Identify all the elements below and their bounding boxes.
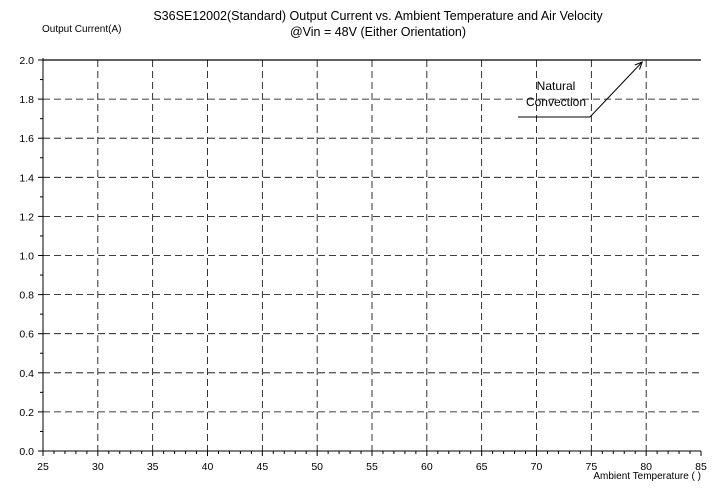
- x-tick-label: 45: [256, 461, 268, 473]
- y-tick-label: 1.6: [19, 133, 34, 145]
- y-tick-label: 1.0: [19, 251, 34, 263]
- y-tick-label: 0.2: [19, 407, 34, 419]
- x-tick-label: 35: [147, 461, 159, 473]
- annotation-layer: Natural Convection: [518, 61, 644, 118]
- y-tick-label: 0.4: [19, 368, 34, 380]
- annotation-label-line-1: Natural: [537, 79, 576, 93]
- x-tick-label: 60: [421, 461, 433, 473]
- y-tick-label: 0.0: [19, 446, 34, 458]
- annotation-label-line-2: Convection: [526, 95, 586, 109]
- x-tick-label: 30: [92, 461, 104, 473]
- x-tick-label: 75: [585, 461, 597, 473]
- y-tick-label: 1.4: [19, 172, 34, 184]
- tick-label-layer: 25 30 35 40 45 50 55 60 65 70 75 80 85 0.0 0.2 0.4 0.6 0.…: [19, 55, 707, 473]
- axis-layer: [38, 58, 702, 456]
- y-tick-label: 1.2: [19, 211, 34, 223]
- x-tick-label: 80: [640, 461, 652, 473]
- x-tick-label: 25: [37, 461, 49, 473]
- x-tick-label: 70: [531, 461, 543, 473]
- y-tick-label: 0.8: [19, 290, 34, 302]
- x-axis-title: Ambient Temperature ( ): [593, 471, 701, 482]
- y-axis-title: Output Current(A): [42, 24, 121, 35]
- x-tick-label: 55: [366, 461, 378, 473]
- y-tick-label: 1.8: [19, 94, 34, 106]
- x-tick-label: 85: [695, 461, 707, 473]
- annotation-arrowhead: [634, 61, 644, 70]
- grid-layer: [43, 59, 701, 451]
- chart-title: S36SE12002(Standard) Output Current vs. …: [153, 9, 603, 23]
- y-tick-label: 2.0: [19, 55, 34, 67]
- x-tick-label: 65: [476, 461, 488, 473]
- y-tick-label: 0.6: [19, 329, 34, 341]
- x-tick-label: 50: [311, 461, 323, 473]
- chart-subtitle: @Vin = 48V (Either Orientation): [290, 25, 466, 39]
- annotation-leader-line: [518, 61, 643, 118]
- x-tick-label: 40: [202, 461, 214, 473]
